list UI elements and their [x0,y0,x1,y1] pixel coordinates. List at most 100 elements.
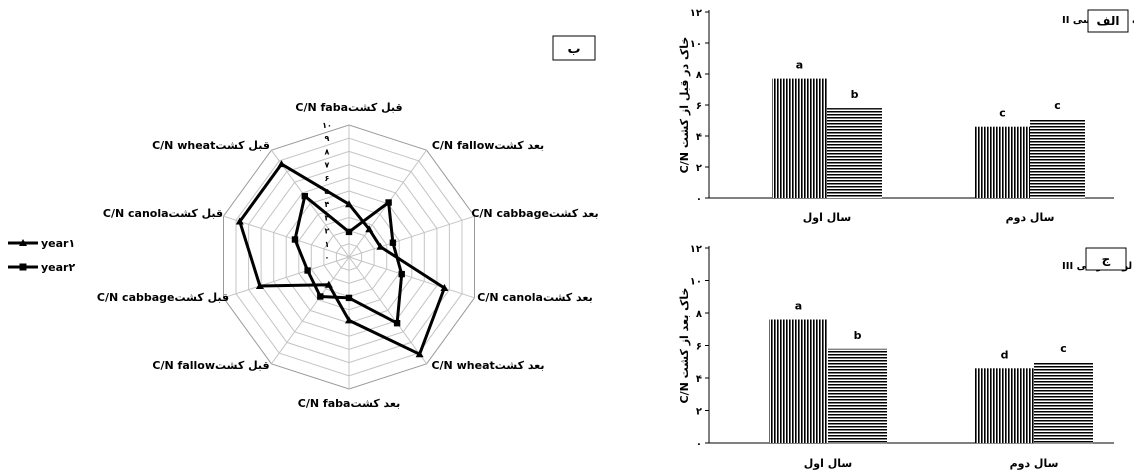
radar-spoke [223,215,350,258]
radar-point-marker [345,294,353,302]
bar [1034,361,1093,444]
radar-point-marker [415,350,424,358]
y-tick-label: ۱۰ [690,277,702,288]
panel-label: الف [1097,14,1120,28]
y-tick-label: ۲ [696,163,702,174]
radar-axis-unit: C/N [432,139,453,152]
legend-label: year۱ [41,237,75,250]
panel-label: ج [1102,252,1111,266]
bar [769,319,828,443]
radar-axis-unit: C/N [97,291,118,304]
legend-label: year۲ [41,261,75,274]
radar-tick-label: ۱ [325,240,330,249]
radar-point-marker [398,270,405,278]
radar-point-marker [376,242,385,250]
bar [828,348,887,444]
y-tick-label: ۶ [696,101,702,112]
x-category-label: سال اول [803,211,851,224]
panel-label-box [1087,9,1129,33]
radar-point-marker [389,239,397,246]
radar-point-marker [317,293,324,300]
radar-grid [223,124,475,390]
radar-series [235,160,449,358]
radar-axis-label: C/N fallowقبل کشت [152,359,269,372]
bar-chart-jim: ۰ ۲ ۴ ۶ ۸ ۱۰ ۱۲ C/N خاک بعد از کشت a b سال اول d c سا… [678,244,1134,470]
radar-tick-label: ۳ [325,213,330,222]
radar-axis-name: cabbageقبل کشت [122,291,229,304]
radar-axis-name: fabaقبل کشت [321,101,403,114]
radar-axis-labels: C/N fabaقبل کشت C/N fallowبعد کشت C/N cabb… [97,101,599,410]
y-tick-label: ۰ [696,439,702,450]
radar-axis-label: C/N fabaقبل کشت [295,101,402,114]
radar-tick-label: ۴ [325,200,330,209]
bar [975,368,1034,444]
bar-significance-letter: a [795,300,802,313]
bar [975,126,1030,198]
radar-point-marker [440,284,449,291]
radar-point-marker [255,282,264,289]
radar-point-marker [277,160,286,168]
radar-axis-name: wheatبعد کشت [457,359,545,372]
bar-significance-letter: b [854,329,862,342]
radar-point-marker [345,200,353,208]
radar-tick-label: ۶ [325,174,330,183]
bar-significance-letter: b [851,88,859,101]
radar-tick-label: ۹ [325,134,330,143]
radar-axis-label: C/N wheatبعد کشت [431,359,544,372]
y-tick-label: ۱۲ [690,244,702,255]
radar-axis-unit: C/N [471,207,492,220]
radar-axis-unit: C/N [477,291,498,304]
radar-tick-label: ۷ [325,161,330,170]
x-category-label: سال دوم [1006,211,1055,224]
radar-axis-unit: C/N [298,397,319,410]
y-tick-label: ۰ [696,194,702,205]
radar-axis-label: C/N canolaقبل کشت [103,207,223,220]
bar-significance-letter: a [796,59,803,72]
radar-legend: year۱ year۲ [8,237,75,274]
radar-panel-label-box: ب [552,35,596,61]
bar [772,78,827,198]
radar-spoke [348,256,428,365]
radar-axis-name: canolaبعد کشت [502,291,592,304]
radar-spoke [223,256,350,299]
bar [827,108,882,198]
bar-significance-letter: c [999,107,1006,120]
legend-marker [19,263,27,271]
x-category-label: سال دوم [1010,457,1059,470]
radar-point-marker [385,199,392,206]
radar-axis-name: wheatقبل کشت [177,139,270,152]
radar-axis-label: C/N fabaبعد کشت [298,397,400,410]
radar-point-marker [365,225,374,233]
radar-spoke [348,215,475,258]
radar-point-marker [235,217,244,225]
radar-point-marker [345,228,353,236]
bar [1030,119,1085,198]
radar-axis-name: canolaقبل کشت [128,207,223,220]
radar-axis-unit: C/N [152,359,173,372]
radar-axis-label: C/N wheatقبل کشت [152,139,270,152]
radar-axis-name: fabaبعد کشت [323,397,400,410]
radar-axis-name: fallowبعد کشت [457,139,544,152]
radar-axis-label: C/N canolaبعد کشت [477,291,592,304]
panel-label-box [1085,247,1127,271]
radar-spoke [270,256,350,365]
bar-significance-letter: c [1060,342,1067,355]
radar-tick-label: ۱۰ [322,121,332,130]
y-tick-label: ۴ [696,374,702,385]
radar-tick-label: ۲ [325,227,330,236]
y-tick-label: ۲ [696,407,702,418]
y-axis-label: C/N خاک بعد از کشت [678,288,691,404]
y-tick-label: ۸ [696,309,702,320]
radar-point-marker [304,267,311,274]
radar-point-marker [301,192,308,200]
radar-panel-label: ب [567,42,580,57]
radar-point-marker [345,316,353,324]
bar-chart-alef: ۰ ۲ ۴ ۶ ۸ ۱۰ ۱۲ C/N خاک در قبل از کشت a b سال اول c… [678,8,1134,224]
y-tick-label: ۶ [696,342,702,353]
y-tick-label: ۸ [696,70,702,81]
radar-tick-label: ۸ [325,147,330,156]
y-tick-label: ۱۲ [690,8,702,19]
radar-axis-label: C/N cabbageقبل کشت [97,291,229,304]
